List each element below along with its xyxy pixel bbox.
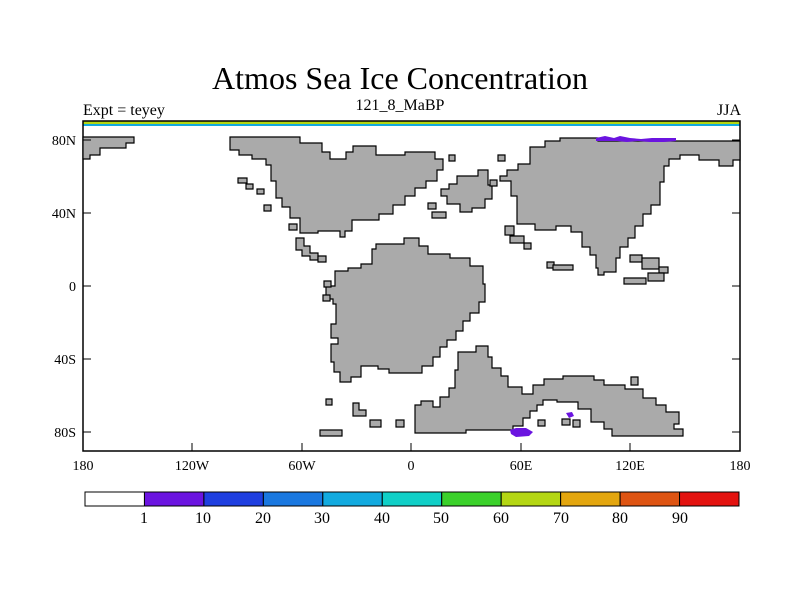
land-islet-32: [630, 376, 639, 386]
land-islet-8: [427, 202, 437, 210]
land-far-west: [82, 136, 135, 160]
lat-label: 40S: [54, 353, 76, 368]
land-islet-10: [489, 179, 498, 187]
land-chain-central-america: [295, 237, 319, 261]
land-islet-3: [256, 188, 265, 195]
season-label: JJA: [716, 102, 741, 119]
land-islet-27: [395, 419, 405, 428]
land-north-america: [229, 136, 444, 238]
colorbar-swatch: [441, 491, 502, 507]
colorbar-swatch: [381, 491, 443, 507]
time-label: 121_8_MaBP: [355, 97, 445, 114]
longitude-labels: 180 120W 60W 0 60E 120E 180: [73, 459, 751, 474]
lon-label: 180: [73, 459, 94, 474]
colorbar-label: 40: [374, 510, 390, 527]
sea-ice-patches: [510, 136, 676, 437]
colorbar-label: 60: [493, 510, 509, 527]
land-islet-22: [323, 280, 332, 288]
latitude-labels: 80N 40N 0 40S 80S: [52, 134, 76, 441]
colorbar-swatch: [143, 491, 205, 507]
land-islet-14: [523, 242, 532, 250]
land-islet-26: [369, 419, 382, 428]
colorbar-label: 30: [314, 510, 330, 527]
land-islet-4: [263, 204, 272, 212]
land-islet-6: [317, 255, 327, 263]
lon-label: 180: [730, 459, 751, 474]
land-south-america-africa: [325, 237, 486, 383]
lat-label: 80S: [54, 426, 76, 441]
land-islet-7: [448, 154, 456, 162]
land-islet-29: [537, 419, 546, 427]
land-islet-30: [561, 418, 571, 426]
land-antarctica-east: [414, 345, 684, 437]
land-islet-1: [237, 177, 248, 184]
colorbar-label: 50: [433, 510, 449, 527]
axis-ticks: [82, 139, 741, 451]
colorbar-label: 20: [255, 510, 271, 527]
colorbar-label: 10: [195, 510, 211, 527]
colorbar-swatch: [560, 491, 621, 507]
land-islet-5: [288, 223, 298, 231]
colorbar-swatch: [500, 491, 562, 507]
top-ice-stripe-blue: [83, 124, 740, 126]
colorbar-label: 80: [612, 510, 628, 527]
land-masses: [82, 136, 741, 437]
colorbar-swatch: [322, 491, 383, 507]
colorbar-labels: 1 10 20 30 40 50 60 70 80 90: [140, 510, 688, 527]
colorbar-label: 70: [553, 510, 569, 527]
map-title: Atmos Sea Ice Concentration: [212, 60, 588, 96]
land-islet-24: [325, 398, 333, 406]
land-islet-17: [629, 254, 643, 263]
land-islet-28: [319, 429, 343, 437]
lon-label: 120W: [175, 459, 210, 474]
colorbar-swatch: [262, 491, 324, 507]
land-islet-12: [504, 225, 515, 236]
colorbar-swatch: [619, 491, 681, 507]
land-islet-18: [641, 257, 660, 270]
sea-ice-islet: [566, 412, 574, 418]
lon-label: 60W: [288, 459, 316, 474]
sea-ice-southern: [510, 428, 533, 437]
colorbar-swatch: [203, 491, 264, 507]
top-ice-stripe: [83, 121, 740, 124]
land-islet-31: [572, 419, 581, 428]
sea-ice-arctic: [596, 136, 676, 142]
lat-label: 80N: [52, 134, 76, 149]
land-islet-9: [431, 211, 447, 219]
experiment-label: Expt = teyey: [83, 102, 165, 119]
lat-label: 0: [69, 280, 76, 295]
land-islet-21: [647, 272, 665, 282]
land-islet-11: [497, 154, 506, 162]
lon-label: 120E: [615, 459, 645, 474]
land-islet-2: [245, 183, 254, 190]
lon-label: 60E: [510, 459, 533, 474]
colorbar-swatch: [84, 491, 145, 507]
lat-label: 40N: [52, 207, 76, 222]
lon-label: 0: [408, 459, 415, 474]
land-europe-island: [440, 169, 493, 213]
land-islet-23: [322, 294, 331, 302]
colorbar-label: 90: [672, 510, 688, 527]
colorbar-swatch: [679, 491, 740, 507]
colorbar: [84, 491, 740, 507]
land-islet-16: [552, 264, 574, 271]
land-islet-20: [623, 277, 647, 285]
land-islet-25: [352, 402, 367, 417]
colorbar-label: 1: [140, 510, 148, 527]
land-asia: [499, 137, 741, 276]
land-islet-13: [509, 235, 525, 244]
land-islet-19: [658, 266, 669, 274]
